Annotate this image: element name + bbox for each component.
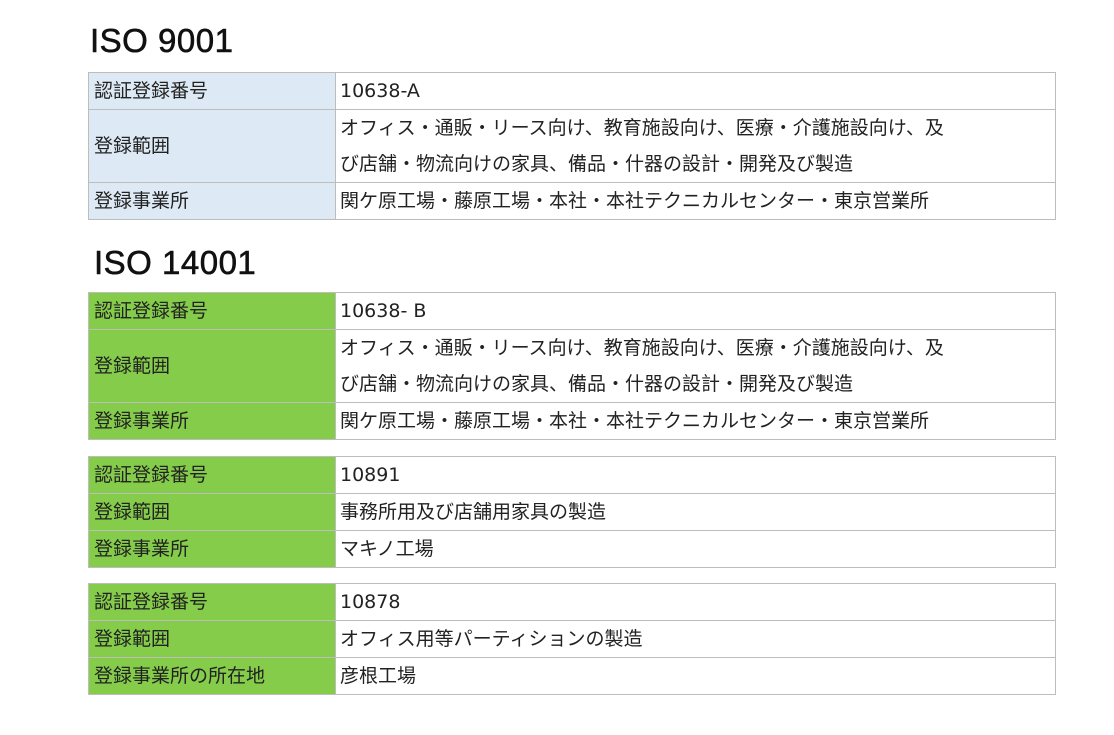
iso9001-heading: ISO 9001 (90, 22, 234, 60)
table-row: 登録範囲 事務所用及び店舗用家具の製造 (88, 493, 1056, 531)
cert-number-label: 認証登録番号 (88, 292, 336, 330)
cert-number-value: 10878 (335, 583, 1056, 621)
site-value: 関ケ原工場・藤原工場・本社・本社テクニカルセンター・東京営業所 (335, 402, 1056, 440)
iso14001-table-3: 認証登録番号 10878 登録範囲 オフィス用等パーティションの製造 登録事業所… (88, 583, 1056, 695)
table-row: 登録事業所 関ケ原工場・藤原工場・本社・本社テクニカルセンター・東京営業所 (88, 182, 1056, 220)
scope-value: オフィス用等パーティションの製造 (335, 620, 1056, 658)
cert-number-label: 認証登録番号 (88, 72, 336, 110)
site-label: 登録事業所 (88, 402, 336, 440)
table-row: 登録範囲 オフィス用等パーティションの製造 (88, 620, 1056, 658)
cert-number-label: 認証登録番号 (88, 583, 336, 621)
scope-value-line: び店舗・物流向けの家具、備品・什器の設計・開発及び製造 (340, 153, 854, 175)
site-label: 登録事業所 (88, 182, 336, 220)
iso14001-table-2: 認証登録番号 10891 登録範囲 事務所用及び店舗用家具の製造 登録事業所 マ… (88, 456, 1056, 568)
site-value: 関ケ原工場・藤原工場・本社・本社テクニカルセンター・東京営業所 (335, 182, 1056, 220)
cert-number-value: 10638-A (335, 72, 1056, 110)
site-label: 登録事業所の所在地 (88, 657, 336, 695)
site-label: 登録事業所 (88, 530, 336, 568)
scope-value-line: オフィス・通販・リース向け、教育施設向け、医療・介護施設向け、及 (340, 337, 944, 359)
table-row: 登録事業所の所在地 彦根工場 (88, 657, 1056, 695)
scope-label: 登録範囲 (88, 620, 336, 658)
table-row: 登録事業所 マキノ工場 (88, 530, 1056, 568)
scope-value: オフィス・通販・リース向け、教育施設向け、医療・介護施設向け、及 び店舗・物流向… (335, 329, 1056, 403)
table-row: 認証登録番号 10638- B (88, 292, 1056, 330)
table-row: 認証登録番号 10638-A (88, 72, 1056, 110)
cert-number-label: 認証登録番号 (88, 456, 336, 494)
site-value: 彦根工場 (335, 657, 1056, 695)
table-row: 登録事業所 関ケ原工場・藤原工場・本社・本社テクニカルセンター・東京営業所 (88, 402, 1056, 440)
scope-label: 登録範囲 (88, 329, 336, 403)
table-row: 登録範囲 オフィス・通販・リース向け、教育施設向け、医療・介護施設向け、及 び店… (88, 109, 1056, 183)
table-row: 認証登録番号 10878 (88, 583, 1056, 621)
site-value: マキノ工場 (335, 530, 1056, 568)
iso9001-table: 認証登録番号 10638-A 登録範囲 オフィス・通販・リース向け、教育施設向け… (88, 72, 1056, 220)
scope-value-line: オフィス・通販・リース向け、教育施設向け、医療・介護施設向け、及 (340, 117, 944, 139)
cert-number-value: 10638- B (335, 292, 1056, 330)
scope-value: オフィス・通販・リース向け、教育施設向け、医療・介護施設向け、及 び店舗・物流向… (335, 109, 1056, 183)
table-row: 登録範囲 オフィス・通販・リース向け、教育施設向け、医療・介護施設向け、及 び店… (88, 329, 1056, 403)
scope-label: 登録範囲 (88, 109, 336, 183)
table-row: 認証登録番号 10891 (88, 456, 1056, 494)
scope-value: 事務所用及び店舗用家具の製造 (335, 493, 1056, 531)
scope-label: 登録範囲 (88, 493, 336, 531)
scope-value-line: び店舗・物流向けの家具、備品・什器の設計・開発及び製造 (340, 373, 854, 395)
iso14001-heading: ISO 14001 (94, 244, 257, 282)
cert-number-value: 10891 (335, 456, 1056, 494)
iso14001-table-1: 認証登録番号 10638- B 登録範囲 オフィス・通販・リース向け、教育施設向… (88, 292, 1056, 440)
